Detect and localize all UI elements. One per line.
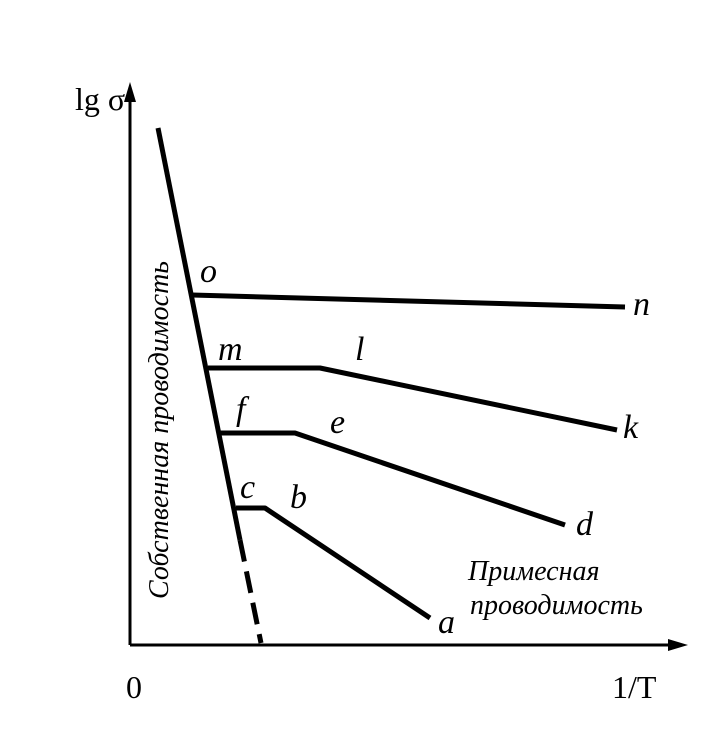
branch-fed <box>218 430 566 528</box>
point-label: d <box>576 506 594 543</box>
point-label: a <box>438 604 455 641</box>
point-label: m <box>218 331 243 368</box>
point-label: k <box>623 409 639 446</box>
impurity-label: Примесная <box>467 556 599 587</box>
branch-cba <box>236 505 432 621</box>
intrinsic-line-dashed <box>237 539 264 644</box>
branch-mlk <box>208 365 618 433</box>
point-label: n <box>633 286 650 323</box>
y-arrow <box>124 82 136 102</box>
point-label: o <box>200 253 217 290</box>
x-arrow <box>668 639 688 651</box>
point-label: e <box>330 404 345 441</box>
intrinsic-label: Собственная проводимость <box>144 261 175 599</box>
origin-label: 0 <box>126 669 142 705</box>
impurity-label: проводимость <box>470 590 643 621</box>
y-axis-label: lg σ <box>75 81 125 117</box>
x-axis-label: 1/T <box>612 669 657 705</box>
branch-on <box>191 292 626 310</box>
point-label: c <box>240 469 255 506</box>
point-label: b <box>290 479 307 516</box>
intrinsic-line <box>155 127 243 541</box>
point-label: l <box>355 331 364 368</box>
